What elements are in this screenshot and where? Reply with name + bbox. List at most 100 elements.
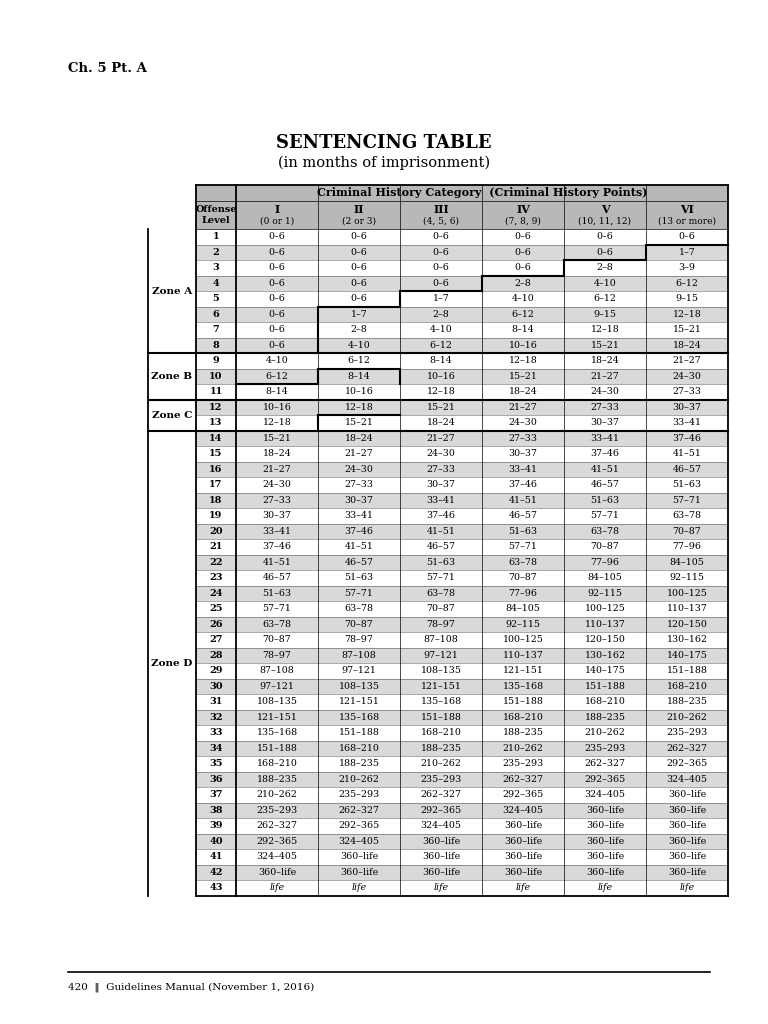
- Text: 92–115: 92–115: [670, 573, 704, 583]
- Text: Criminal History Category  (Criminal History Points): Criminal History Category (Criminal Hist…: [317, 187, 647, 199]
- Text: 97–121: 97–121: [424, 650, 458, 659]
- Text: 262–327: 262–327: [421, 791, 462, 800]
- Text: 188–235: 188–235: [421, 743, 462, 753]
- Text: 188–235: 188–235: [584, 713, 625, 722]
- Text: Zone B: Zone B: [151, 372, 193, 381]
- Text: 360–life: 360–life: [586, 852, 624, 861]
- Text: 0–6: 0–6: [432, 263, 449, 272]
- Text: 360–life: 360–life: [504, 852, 542, 861]
- Bar: [196, 260, 728, 275]
- Text: 37–46: 37–46: [345, 526, 373, 536]
- Text: 1–7: 1–7: [432, 294, 449, 303]
- Text: 87–108: 87–108: [424, 635, 458, 644]
- Text: 210–262: 210–262: [257, 791, 297, 800]
- Text: 30–37: 30–37: [673, 402, 701, 412]
- Text: 78–97: 78–97: [345, 635, 373, 644]
- Text: 121–151: 121–151: [257, 713, 297, 722]
- Text: 63–78: 63–78: [426, 589, 455, 598]
- Text: (4, 5, 6): (4, 5, 6): [423, 217, 459, 225]
- Text: 63–78: 63–78: [508, 558, 538, 566]
- Text: 36: 36: [209, 775, 223, 783]
- Text: 0–6: 0–6: [515, 232, 531, 242]
- Text: 168–210: 168–210: [502, 713, 544, 722]
- Bar: [196, 616, 728, 632]
- Text: 108–135: 108–135: [421, 667, 462, 675]
- Text: 38: 38: [209, 806, 223, 815]
- Text: 13: 13: [210, 418, 223, 427]
- Text: 12–18: 12–18: [591, 326, 619, 334]
- Text: 3–9: 3–9: [678, 263, 696, 272]
- Text: 0–6: 0–6: [597, 232, 614, 242]
- Text: 46–57: 46–57: [508, 511, 538, 520]
- Text: 2–8: 2–8: [351, 326, 367, 334]
- Text: Zone D: Zone D: [151, 658, 193, 668]
- Text: 63–78: 63–78: [263, 620, 292, 629]
- Text: 140–175: 140–175: [667, 650, 707, 659]
- Text: 120–150: 120–150: [584, 635, 625, 644]
- Text: 30–37: 30–37: [345, 496, 373, 505]
- Text: 168–210: 168–210: [667, 682, 707, 691]
- Bar: [196, 679, 728, 694]
- Text: 46–57: 46–57: [426, 543, 455, 551]
- Text: III: III: [433, 205, 449, 215]
- Text: 324–405: 324–405: [667, 775, 707, 783]
- Text: 78–97: 78–97: [263, 650, 291, 659]
- Text: 151–188: 151–188: [667, 667, 707, 675]
- Text: 12–18: 12–18: [345, 402, 373, 412]
- Text: 46–57: 46–57: [263, 573, 292, 583]
- Text: 6–12: 6–12: [429, 341, 452, 350]
- Text: 2–8: 2–8: [432, 309, 449, 318]
- Text: 0–6: 0–6: [432, 232, 449, 242]
- Text: 21–27: 21–27: [263, 465, 291, 474]
- Bar: [196, 384, 728, 399]
- Text: 37–46: 37–46: [263, 543, 292, 551]
- Text: life: life: [270, 884, 285, 892]
- Text: 168–210: 168–210: [339, 743, 379, 753]
- Text: 210–262: 210–262: [339, 775, 379, 783]
- Text: 0–6: 0–6: [269, 309, 286, 318]
- Text: 0–6: 0–6: [515, 263, 531, 272]
- Text: 9–15: 9–15: [594, 309, 617, 318]
- Text: 0–6: 0–6: [269, 263, 286, 272]
- Text: 33–41: 33–41: [263, 526, 292, 536]
- Text: 188–235: 188–235: [339, 759, 379, 768]
- Text: 360–life: 360–life: [668, 821, 706, 830]
- Text: 78–97: 78–97: [426, 620, 455, 629]
- Bar: [196, 275, 728, 291]
- Text: VI: VI: [680, 205, 694, 215]
- Text: 18–24: 18–24: [508, 387, 538, 396]
- Text: 92–115: 92–115: [505, 620, 541, 629]
- Text: 18–24: 18–24: [345, 434, 373, 442]
- Text: I: I: [274, 205, 280, 215]
- Text: 84–105: 84–105: [670, 558, 704, 566]
- Text: 34: 34: [209, 743, 223, 753]
- Text: 188–235: 188–235: [502, 728, 544, 737]
- Text: 46–57: 46–57: [591, 480, 620, 489]
- Text: 0–6: 0–6: [597, 248, 614, 257]
- Text: 360–life: 360–life: [340, 867, 378, 877]
- Text: 108–135: 108–135: [339, 682, 379, 691]
- Text: 235–293: 235–293: [257, 806, 298, 815]
- Bar: [196, 663, 728, 679]
- Text: (0 or 1): (0 or 1): [260, 217, 294, 225]
- Text: 6–12: 6–12: [511, 309, 535, 318]
- Text: Zone A: Zone A: [152, 287, 192, 296]
- Bar: [196, 493, 728, 508]
- Text: 360–life: 360–life: [258, 867, 296, 877]
- Text: 210–262: 210–262: [502, 743, 544, 753]
- Text: 210–262: 210–262: [421, 759, 462, 768]
- Text: 420  ‖  Guidelines Manual (November 1, 2016): 420 ‖ Guidelines Manual (November 1, 201…: [68, 982, 314, 992]
- Text: 324–405: 324–405: [584, 791, 625, 800]
- Text: 18–24: 18–24: [427, 418, 455, 427]
- Text: 57–71: 57–71: [508, 543, 538, 551]
- Text: 41–51: 41–51: [508, 496, 538, 505]
- Text: 6–12: 6–12: [594, 294, 617, 303]
- Bar: [196, 201, 728, 229]
- Text: 24–30: 24–30: [345, 465, 373, 474]
- Bar: [196, 399, 728, 415]
- Text: (13 or more): (13 or more): [658, 217, 716, 225]
- Text: 360–life: 360–life: [422, 852, 460, 861]
- Text: 63–78: 63–78: [673, 511, 701, 520]
- Text: 6–12: 6–12: [266, 372, 289, 381]
- Text: 10–16: 10–16: [345, 387, 373, 396]
